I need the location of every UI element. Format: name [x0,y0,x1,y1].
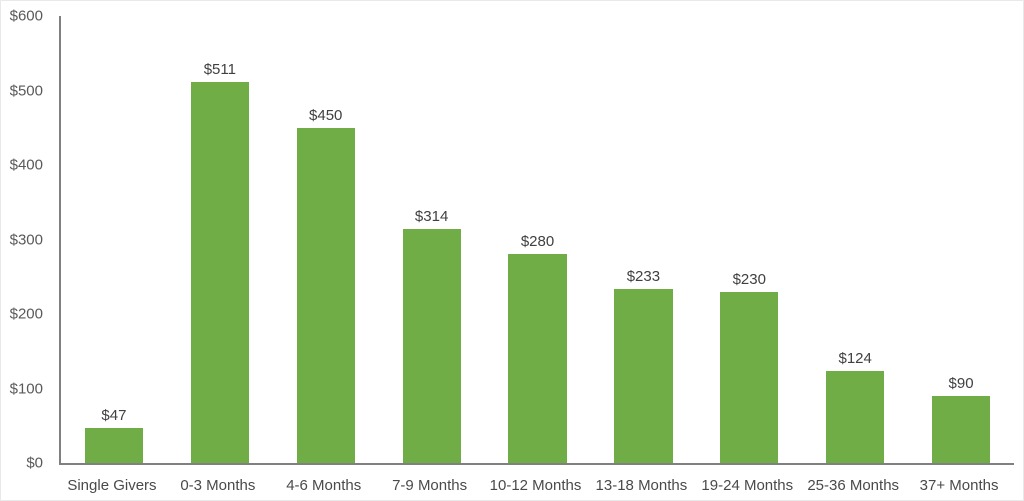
y-tick-label: $100 [9,380,43,398]
bar: $450 [296,108,355,463]
x-category-label: 13-18 Months [595,476,688,494]
bar-value-label: $230 [732,270,766,288]
bar-value-label: $233 [626,268,661,286]
bar-slot: $314 [379,16,485,463]
x-category-label: 37+ Months [919,476,999,494]
bar-slot: $450 [273,16,379,463]
x-category-label: 10-12 Months [489,476,582,494]
bar: $511 [190,62,249,463]
x-category-label: 19-24 Months [701,476,794,494]
bar-slot: $280 [485,16,591,463]
bar-value-label: $90 [948,374,974,392]
y-tick-label: $0 [26,454,43,472]
bar-slot: $47 [61,16,167,463]
y-tick-label: $500 [9,82,43,99]
bar: $90 [931,376,991,463]
bar: $314 [402,209,461,463]
bar-value-label: $124 [838,349,872,367]
bars-row: $47 $511 $450 $314 $280 $233 $230 $124 $90 [61,16,1014,463]
bar-slot: $511 [167,16,273,463]
bar-slot: $233 [590,16,696,463]
bar-slot: $230 [696,16,802,463]
x-category-label: Single Givers [67,476,157,494]
bar: $47 [84,408,144,463]
x-category-label: 4-6 Months [286,476,362,494]
plot-area: $47 $511 $450 $314 $280 $233 $230 $124 $90 [59,16,1014,465]
y-axis: $0 $100 $200 $300 $400 $500 $600 [1,9,51,471]
bar-value-label: $280 [520,233,555,251]
bar: $233 [614,269,673,463]
x-category-label: 0-3 Months [180,476,256,494]
bar-value-label: $47 [101,407,127,424]
x-category-label: 25-36 Months [807,476,900,494]
bar: $280 [508,234,567,463]
bar-value-label: $314 [414,208,449,226]
bar: $124 [826,351,885,463]
y-tick-label: $400 [9,156,43,174]
y-tick-label: $200 [9,305,43,323]
x-axis: Single Givers 0-3 Months 4-6 Months 7-9 Mon… [59,470,1012,500]
bar-slot: $90 [908,16,1014,463]
bar: $230 [720,272,779,463]
y-tick-label: $600 [9,7,43,25]
bar-value-label: $511 [203,61,236,79]
x-category-label: 7-9 Months [392,476,468,494]
y-tick-label: $300 [9,231,43,248]
bar-value-label: $450 [309,106,343,124]
bar-slot: $124 [802,16,908,463]
